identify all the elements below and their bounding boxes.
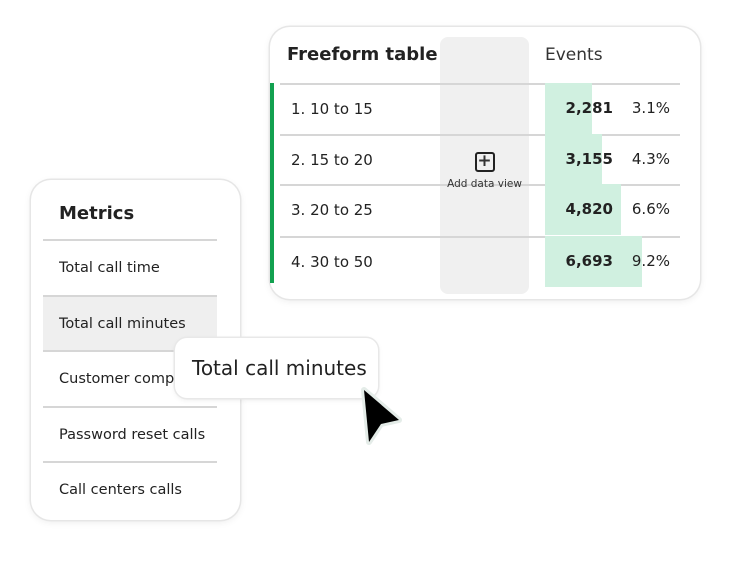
metric-item[interactable]: Password reset calls (43, 406, 217, 461)
row-label: 4. 30 to 50 (291, 253, 373, 271)
metric-item[interactable]: Call centers calls (43, 461, 217, 516)
plus-icon: + (474, 152, 495, 172)
item-divider (43, 406, 217, 408)
row-value: 3,155 (565, 150, 613, 168)
metric-label: Customer complaints (59, 371, 214, 387)
table-row[interactable]: 3. 20 to 25 4,820 6.6% (280, 184, 680, 235)
value-bar (545, 184, 621, 235)
item-divider (43, 239, 217, 241)
table-title: Freeform table (287, 44, 438, 65)
row-divider (280, 236, 680, 238)
value-bar (545, 236, 642, 287)
metric-label: Total call minutes (59, 316, 186, 332)
metric-label: Call centers calls (59, 482, 182, 498)
row-value: 2,281 (565, 99, 613, 117)
row-label: 2. 15 to 20 (291, 151, 373, 169)
item-divider (43, 461, 217, 463)
metrics-title: Metrics (59, 203, 135, 224)
metric-item[interactable]: Customer complaints (43, 350, 217, 405)
metric-label: Password reset calls (59, 427, 206, 443)
row-percent: 4.3% (631, 150, 670, 168)
drag-tooltip: Total call minutes (175, 338, 378, 398)
row-label: 1. 10 to 15 (291, 100, 373, 118)
add-data-view-dropzone[interactable] (440, 37, 529, 294)
arrow-cursor-icon (361, 387, 402, 445)
row-percent: 6.6% (631, 200, 670, 218)
item-divider (43, 350, 217, 352)
table-row[interactable]: 4. 30 to 50 6,693 9.2% (280, 236, 680, 287)
table-row[interactable]: 2. 15 to 20 3,155 4.3% (280, 134, 680, 185)
drag-tooltip-label: Total call minutes (192, 356, 367, 380)
row-divider (280, 134, 680, 136)
value-bar (545, 134, 602, 185)
freeform-table-card: Freeform table Events 1. 10 to 15 2,281 … (270, 27, 700, 299)
selection-indicator (270, 83, 274, 283)
row-divider (280, 83, 680, 85)
row-percent: 9.2% (631, 252, 670, 270)
value-bar (545, 83, 592, 134)
row-value: 6,693 (565, 252, 613, 270)
events-column-header[interactable]: Events (545, 45, 603, 65)
add-data-view-button[interactable]: + Add data view (440, 152, 529, 190)
table-row[interactable]: 1. 10 to 15 2,281 3.1% (280, 83, 680, 134)
add-data-view-label: Add data view (447, 178, 522, 190)
item-divider (43, 295, 217, 297)
metric-item[interactable]: Total call time (43, 239, 217, 294)
row-label: 3. 20 to 25 (291, 201, 373, 219)
row-percent: 3.1% (631, 99, 670, 117)
row-value: 4,820 (565, 200, 613, 218)
row-divider (280, 184, 680, 186)
metric-label: Total call time (59, 260, 160, 276)
